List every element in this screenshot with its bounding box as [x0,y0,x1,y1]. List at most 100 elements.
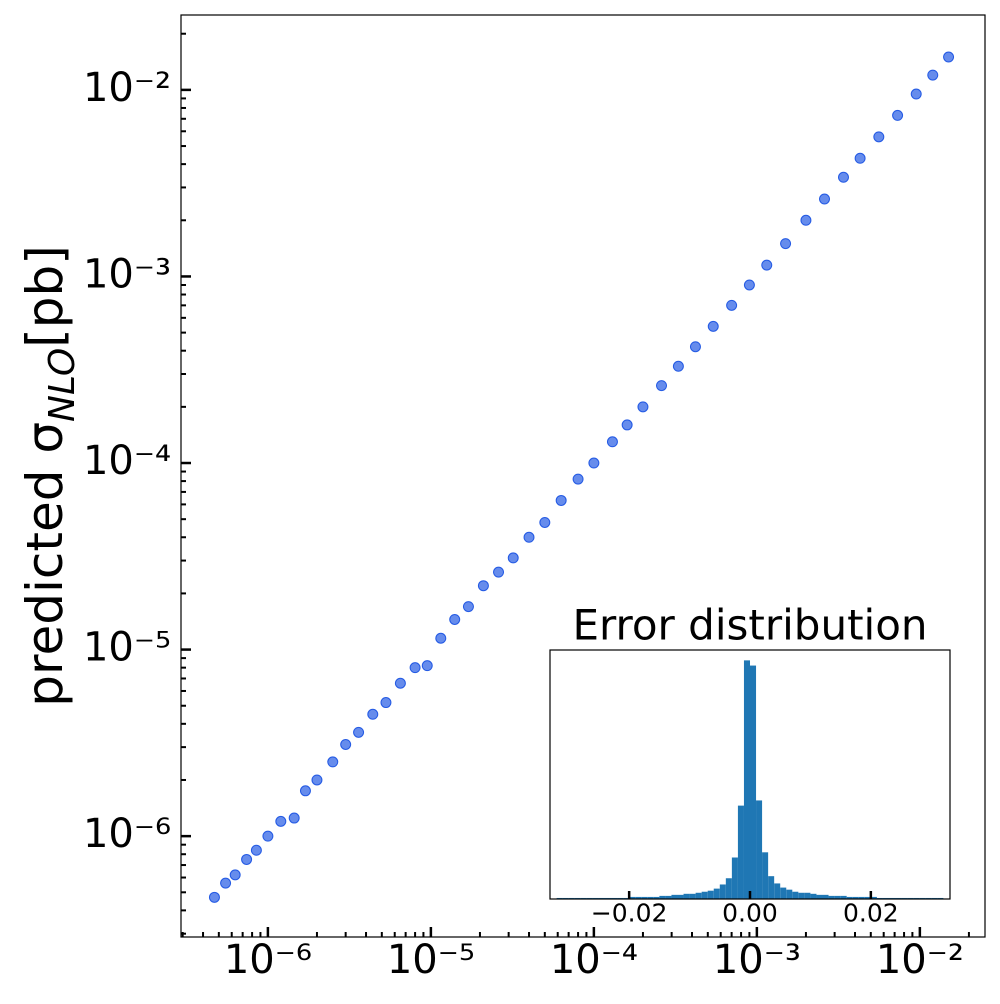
point [449,613,461,625]
x-tick-label: 0.00 [722,899,778,928]
x-tick-label: 0.02 [843,899,899,928]
bar [762,852,769,899]
bar [852,896,859,899]
x-tick-label: −0.02 [591,899,668,928]
bar [870,896,877,899]
axes-frame [180,14,986,938]
point [299,785,311,797]
bar [750,665,757,899]
bar [792,891,799,899]
point [507,552,519,564]
point [689,341,701,353]
bar [695,892,702,899]
point [477,580,489,592]
point [606,436,618,448]
bar [737,805,744,899]
y-axis-label-text: predicted σ [16,422,74,707]
point [275,815,287,827]
bar [810,893,817,899]
point [572,473,584,485]
bar [756,800,763,899]
point [409,662,421,674]
bar [828,895,835,899]
point [353,726,365,738]
point [288,812,300,824]
bar [659,895,666,899]
bar [858,896,865,899]
bar [731,857,738,899]
bar [665,895,672,899]
x-tick-label: 10⁻⁵ [387,937,475,983]
bar [846,896,853,899]
point [555,494,567,506]
point [621,419,633,431]
point [854,152,866,164]
bar [786,889,793,899]
bar [641,896,648,899]
bar [822,894,829,899]
bar [719,884,726,899]
point [208,891,220,903]
bar [798,892,805,899]
x-tick-label: 10⁻⁴ [550,937,638,983]
point [873,131,885,143]
histogram-bars [556,660,944,899]
point [588,457,600,469]
point [394,677,406,689]
bar [635,896,642,899]
point [311,774,323,786]
bar [834,895,841,899]
bar [768,876,775,899]
bar [840,895,847,899]
bar [671,894,678,899]
point [539,516,551,528]
point [761,259,773,271]
y-axis-label: predicted σNLO[pb] [16,245,83,706]
x-tick-label: 10⁻⁶ [224,937,312,983]
bar [629,896,636,899]
point [819,193,831,205]
bar [780,887,787,899]
y-tick-label: 10⁻⁶ [83,811,171,857]
y-axis-label-subscript: NLO [42,348,83,422]
point [726,299,738,311]
point [435,632,447,644]
bar [774,883,781,899]
point [837,171,849,183]
point [250,844,262,856]
point [462,601,474,613]
bar [647,896,654,899]
y-tick-label: 10⁻² [83,65,171,111]
bar [864,896,871,899]
bar [689,893,696,899]
bar [707,890,714,899]
point [743,279,755,291]
x-tick-label: 10⁻² [876,937,964,983]
point [910,88,922,100]
point [229,869,241,881]
bar [804,892,811,899]
point [637,401,649,413]
point [523,531,535,543]
point [220,877,232,889]
bar [713,888,720,899]
point [800,214,812,226]
point [241,853,253,865]
point [327,756,339,768]
point [262,830,274,842]
scatter-points [208,51,955,903]
point [672,360,684,372]
point [421,660,433,672]
point [927,69,939,81]
y-tick-label: 10⁻⁵ [83,625,171,671]
point [367,708,379,720]
point [493,566,505,578]
x-tick-label: 10⁻³ [713,937,801,983]
bar [743,660,750,899]
bar [816,894,823,899]
y-axis-label-suffix: [pb] [16,245,74,348]
point [780,238,792,250]
inset-title: Error distribution [572,601,927,650]
